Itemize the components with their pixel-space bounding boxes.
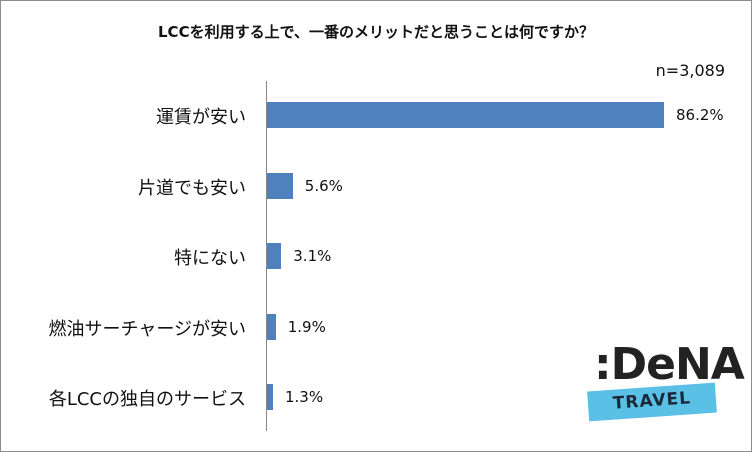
category-label: 燃油サーチャージが安い: [48, 318, 246, 340]
category-label: 各LCCの独自のサービス: [48, 389, 246, 410]
category-label: 片道でも安い: [138, 177, 246, 199]
sample-size-note: n=3,089: [655, 61, 725, 80]
value-label: 3.1%: [293, 247, 332, 265]
category-label: 特にない: [174, 248, 246, 269]
category-axis: [266, 81, 267, 431]
value-label: 5.6%: [304, 176, 343, 195]
bar: [267, 172, 293, 199]
logo-wordmark: :DeNA: [594, 339, 745, 390]
chart-title: LCCを利用する上で、一番のメリットだと思うことは何ですか？: [158, 23, 594, 41]
bar: [267, 243, 282, 269]
logo-subtitle: TRAVEL: [612, 388, 692, 414]
dena-travel-logo: :DeNA TRAVEL: [586, 339, 745, 429]
category-label: 運賃が安い: [156, 107, 246, 128]
value-label: 1.3%: [284, 388, 324, 406]
value-label: 1.9%: [287, 317, 326, 336]
bar: [267, 102, 664, 128]
value-label: 86.2%: [676, 106, 724, 124]
bar: [267, 313, 276, 340]
bar: [267, 384, 273, 410]
